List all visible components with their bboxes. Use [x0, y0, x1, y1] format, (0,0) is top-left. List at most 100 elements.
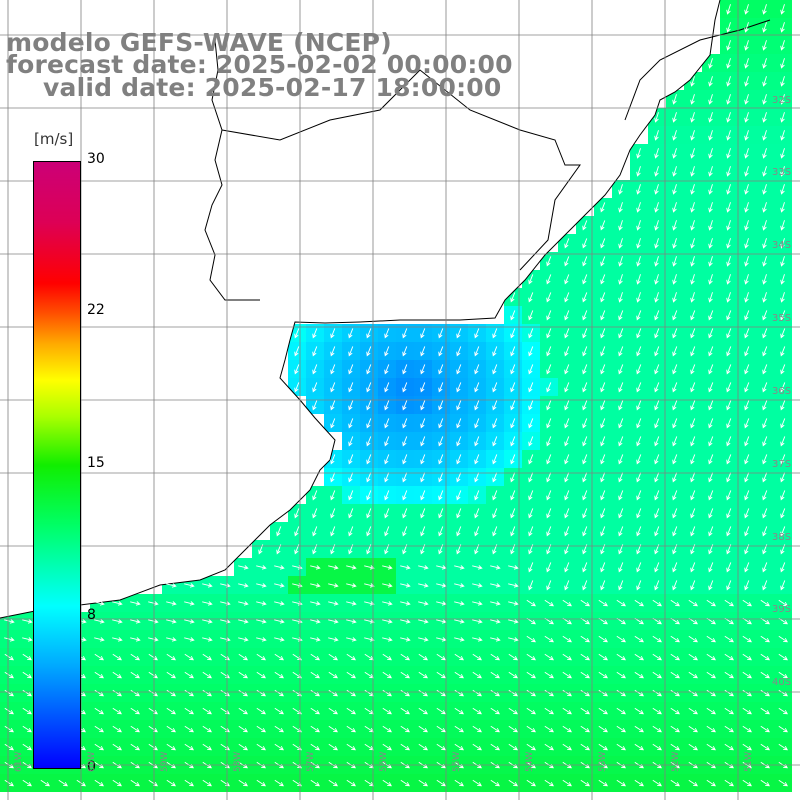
wind-vector [528, 310, 534, 321]
wind-vector [726, 274, 731, 285]
wind-vector [582, 382, 588, 393]
wind-vector [616, 635, 626, 643]
wind-vector [654, 346, 660, 357]
wind-vector [166, 689, 176, 697]
wind-vector [708, 166, 713, 177]
wind-vector [364, 637, 375, 642]
wind-vector [436, 653, 446, 661]
lat-label: 38S [772, 532, 792, 543]
wind-vector [546, 256, 552, 267]
wind-vector [652, 743, 662, 751]
wind-vector [636, 274, 641, 285]
wind-vector [328, 743, 338, 751]
wind-vector [616, 671, 626, 679]
wind-vector [436, 743, 446, 751]
wind-vector [672, 580, 678, 591]
wind-vector [366, 490, 372, 501]
wind-vector [670, 671, 680, 679]
wind-vector [670, 743, 680, 751]
wind-vector [438, 364, 444, 375]
wind-vector [40, 779, 50, 787]
wind-vector [472, 689, 482, 697]
wind-vector [690, 76, 695, 87]
wind-vector [384, 508, 390, 519]
wind-vector [690, 328, 696, 339]
wind-vector [184, 779, 194, 787]
wind-vector [762, 76, 767, 87]
wind-vector [420, 526, 426, 537]
wind-vector [636, 148, 641, 159]
wind-vector [672, 220, 677, 231]
wind-vector [636, 418, 642, 429]
wind-vector [672, 112, 677, 123]
wind-vector [510, 382, 516, 393]
wind-vector [238, 743, 248, 751]
wind-vector [618, 346, 624, 357]
wind-vector [562, 725, 572, 733]
wind-vector [744, 166, 749, 177]
wind-vector [708, 58, 713, 69]
wind-vector [762, 364, 768, 375]
wind-vector [634, 743, 644, 751]
wind-vector [654, 220, 659, 231]
wind-vector [618, 328, 624, 339]
wind-vector [330, 364, 336, 375]
wind-vector [436, 725, 446, 733]
wind-vector [654, 472, 660, 483]
wind-vector [618, 562, 624, 573]
wind-vector [778, 707, 788, 715]
wind-vector [564, 508, 570, 519]
wind-vector [382, 689, 392, 697]
wind-vector [328, 619, 339, 624]
wind-vector [672, 346, 678, 357]
wind-vector [510, 436, 516, 447]
wind-vector [634, 707, 644, 715]
wind-vector [510, 364, 516, 375]
wind-vector [454, 725, 464, 733]
wind-vector [652, 599, 662, 607]
wind-vector [510, 508, 516, 519]
wind-vector [238, 725, 248, 733]
wind-vector [582, 508, 588, 519]
wind-vector [220, 653, 230, 661]
wind-vector [528, 274, 534, 285]
wind-vector [760, 743, 770, 751]
wind-vector [780, 382, 786, 393]
wind-vector [726, 580, 732, 591]
wind-vector [526, 689, 536, 697]
wind-vector [690, 382, 696, 393]
wind-vector [780, 490, 786, 501]
wind-vector [456, 526, 462, 537]
wind-vector [654, 436, 660, 447]
wind-vector [708, 202, 713, 213]
wind-vector [382, 565, 393, 570]
wind-vector [618, 202, 623, 213]
wind-vector [400, 725, 410, 733]
wind-vector [636, 220, 641, 231]
wind-vector [436, 689, 446, 697]
wind-vector [184, 619, 195, 624]
wind-vector [4, 743, 14, 751]
wind-vector [672, 490, 678, 501]
wind-vector [310, 583, 321, 588]
wind-vector [744, 346, 750, 357]
wind-vector [582, 310, 588, 321]
wind-vector [582, 274, 588, 285]
colorbar-tick-22: 22 [87, 302, 105, 318]
wind-vector [184, 707, 194, 715]
wind-vector [600, 472, 606, 483]
wind-vector [526, 599, 536, 607]
wind-vector [330, 490, 336, 501]
wind-vector [706, 599, 716, 607]
wind-vector [492, 526, 498, 537]
wind-vector [726, 346, 732, 357]
wind-vector [184, 583, 195, 588]
wind-vector [744, 472, 750, 483]
wind-vector [742, 671, 752, 679]
wind-vector [744, 130, 749, 141]
wind-vector [580, 779, 590, 787]
wind-vector [274, 583, 285, 588]
wind-vector [238, 671, 248, 679]
wind-vector [4, 653, 14, 661]
wind-vector [490, 743, 500, 751]
